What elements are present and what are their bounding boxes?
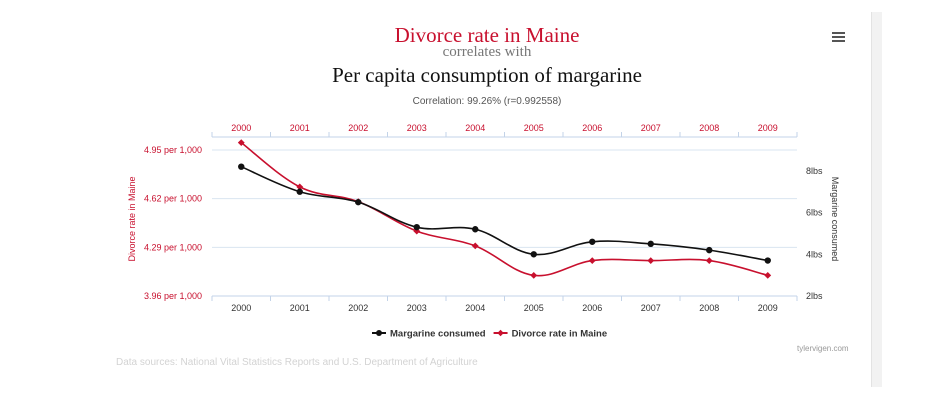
title-connector: correlates with [442, 44, 532, 60]
legend-label-divorce-rate-in-maine: Divorce rate in Maine [512, 329, 608, 340]
point-margarine-consumed-2004 [472, 226, 479, 233]
site-credit: tylervigen.com [797, 344, 849, 353]
series-line-margarine-consumed [240, 165, 768, 262]
x-label-top-2001: 2001 [290, 123, 310, 133]
x-label-top-2000: 2000 [231, 123, 251, 133]
y-left-title: Divorce rate in Maine [127, 176, 137, 261]
y-right-label-2: 6lbs [806, 208, 823, 218]
x-label-bottom-2008: 2008 [699, 303, 719, 313]
x-label-top-2009: 2009 [758, 123, 778, 133]
legend-marker-margarine-consumed [376, 330, 382, 336]
x-label-top-2008: 2008 [699, 123, 719, 133]
point-margarine-consumed-2007 [647, 240, 654, 248]
x-label-top-2006: 2006 [582, 123, 602, 133]
x-label-bottom-2002: 2002 [348, 303, 368, 313]
x-label-bottom-2005: 2005 [524, 303, 544, 313]
point-margarine-consumed-2002 [355, 198, 362, 206]
x-label-bottom-2006: 2006 [582, 303, 602, 313]
point-margarine-consumed-2000 [238, 163, 245, 170]
x-label-bottom-2004: 2004 [465, 303, 485, 313]
x-label-bottom-2009: 2009 [758, 303, 778, 313]
point-divorce-rate-in-maine-2005 [530, 271, 538, 279]
point-margarine-consumed-2008 [706, 246, 713, 254]
point-divorce-rate-in-maine-2004 [471, 242, 479, 250]
point-margarine-consumed-2009 [764, 257, 771, 264]
y-right-label-1: 4lbs [806, 249, 823, 259]
y-right-title: Margarine consumed [830, 177, 840, 262]
point-divorce-rate-in-maine-2009 [764, 271, 772, 279]
point-margarine-consumed-2001 [296, 188, 303, 195]
point-divorce-rate-in-maine-2006 [588, 257, 596, 265]
x-label-top-2002: 2002 [348, 123, 368, 133]
legend-item-margarine-consumed[interactable]: Margarine consumed [372, 329, 486, 340]
legend-item-divorce-rate-in-maine[interactable]: Divorce rate in Maine [493, 329, 608, 340]
hamburger-menu-icon[interactable] [832, 32, 846, 44]
x-label-top-2003: 2003 [407, 123, 427, 133]
point-margarine-consumed-2003 [413, 223, 420, 231]
chart-card [103, 12, 871, 387]
y-right-label-0: 2lbs [806, 291, 823, 301]
y-right-label-3: 8lbs [806, 166, 823, 176]
point-margarine-consumed-2006 [589, 238, 596, 245]
point-divorce-rate-in-maine-2003 [413, 227, 421, 235]
legend-label-margarine-consumed: Margarine consumed [390, 329, 486, 340]
point-divorce-rate-in-maine-2001 [296, 183, 304, 191]
point-divorce-rate-in-maine-2007 [647, 257, 655, 265]
x-label-top-2007: 2007 [641, 123, 661, 133]
y-left-label-2: 4.62 per 1,000 [144, 194, 202, 204]
y-left-label-3: 4.95 per 1,000 [144, 145, 202, 155]
correlation-label: Correlation: 99.26% (r=0.992558) [412, 96, 562, 107]
legend-marker-divorce-rate-in-maine [497, 329, 504, 337]
x-label-top-2005: 2005 [524, 123, 544, 133]
point-margarine-consumed-2005 [530, 251, 537, 258]
x-label-bottom-2003: 2003 [407, 303, 427, 313]
title-series-b: Per capita consumption of margarine [332, 63, 642, 87]
series-line-divorce-rate-in-maine [240, 141, 768, 277]
x-label-bottom-2001: 2001 [290, 303, 310, 313]
scrollbar-track[interactable] [871, 12, 882, 387]
y-left-label-1: 4.29 per 1,000 [144, 242, 202, 252]
y-left-label-0: 3.96 per 1,000 [144, 291, 202, 301]
point-divorce-rate-in-maine-2008 [705, 257, 713, 265]
x-label-bottom-2000: 2000 [231, 303, 251, 313]
data-sources-note: Data sources: National Vital Statistics … [116, 357, 478, 368]
title-series-a: Divorce rate in Maine [394, 23, 580, 47]
x-label-top-2004: 2004 [465, 123, 485, 133]
point-divorce-rate-in-maine-2000 [237, 139, 245, 147]
x-label-bottom-2007: 2007 [641, 303, 661, 313]
